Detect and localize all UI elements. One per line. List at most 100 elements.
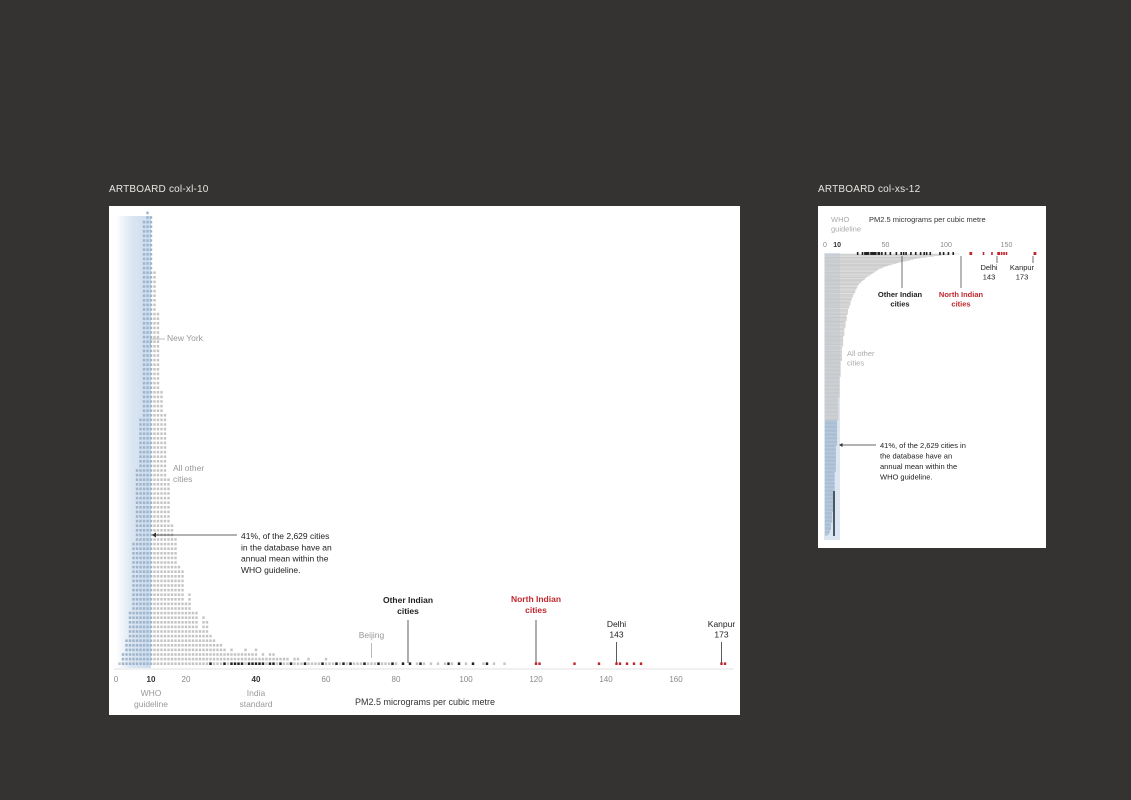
city-dot [142,630,146,633]
city-dot [153,639,156,642]
city-dot [191,625,195,629]
city-dot [156,653,160,656]
city-dot [135,630,139,633]
city-dot [188,657,191,661]
city-dot [170,561,174,564]
city-dot [163,625,167,629]
city-dot [146,308,149,311]
city-dot [149,437,153,440]
city-dot [142,556,146,560]
city-dot [156,570,160,573]
city-dot [142,377,146,380]
city-dot [142,340,146,343]
city-dot [135,657,139,661]
city-dot [163,524,167,527]
city-dot [167,547,170,550]
city-dot [160,575,163,578]
city-dot [195,616,198,619]
city-dot [132,552,135,555]
city-dot [265,662,268,665]
city-dot [142,239,146,242]
city-dot [156,335,160,339]
city-dot [128,653,132,656]
city-dot [139,630,142,633]
city-dot [181,616,184,619]
city-dot [153,441,156,445]
city-dot [163,565,167,569]
indian-city-dot [865,252,867,255]
city-dot [149,414,153,417]
city-dot [156,349,160,353]
city-dot [149,395,153,399]
city-dot [153,460,156,463]
city-dot [146,386,149,389]
north-indian-city-dot [720,662,723,665]
city-dot [216,648,219,652]
city-dot [251,653,254,656]
city-dot [149,262,153,265]
city-dot [163,496,167,500]
city-dot [160,584,163,587]
city-dot [160,400,163,403]
indian-city-dot [942,252,945,255]
city-dot [167,621,170,624]
city-dot [156,409,160,412]
city-dot [174,611,177,615]
city-dot [216,653,219,656]
city-dot [167,575,170,578]
indian-city-dot [914,252,917,255]
city-dot [146,446,149,449]
city-dot [146,294,149,297]
city-dot [160,570,163,573]
city-dot [422,662,426,665]
city-dot [139,446,142,449]
city-dot [121,662,125,665]
city-dot [212,653,216,656]
north-indian-city-dot [969,252,971,255]
indian-city-dot [919,252,922,255]
city-dot [415,662,419,665]
city-dot [160,602,163,606]
city-dot [174,648,177,652]
city-dot [167,625,170,629]
indian-city-dot [237,662,240,665]
city-dot [181,625,184,629]
indian-city-dot [240,662,244,665]
city-dot [135,556,139,560]
city-dot [153,303,156,307]
city-dot [174,565,177,569]
city-dot [153,358,156,362]
city-dot [146,584,149,587]
city-dot [156,657,160,661]
city-dot [153,381,156,385]
indian-city-dot [884,252,887,255]
city-dot [170,634,174,638]
city-dot [149,368,153,371]
city-dot [149,492,153,495]
city-dot [153,345,156,348]
city-dot [132,625,135,629]
city-dot [153,515,156,518]
x-axis-small: PM2.5 micrograms per cubic metre 0 10 50 100… [823,215,1012,249]
city-dot [170,653,174,656]
city-dot [174,653,177,656]
city-dot [184,657,188,661]
city-dot [188,630,191,633]
city-dot [153,648,156,652]
city-dot [139,427,142,431]
city-dot [149,432,153,435]
city-dot [142,322,146,325]
beijing-label: Beijing [359,630,385,640]
north-indian-city-dot [573,662,576,665]
city-dot [139,538,142,541]
indian-city-dot [902,252,905,255]
city-dot [167,662,170,665]
city-dot [149,381,153,385]
city-dot [156,460,160,463]
city-dot [132,639,135,642]
city-dot [149,657,153,661]
city-dot [132,556,135,560]
city-dot [156,437,160,440]
city-dot [191,653,195,656]
city-dot [142,391,146,394]
